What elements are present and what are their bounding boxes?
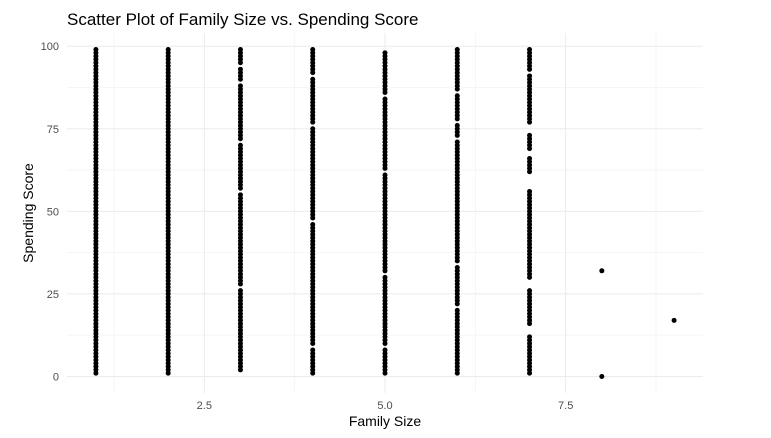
data-point xyxy=(671,317,677,323)
x-axis-title: Family Size xyxy=(349,413,422,429)
x-tick-label: 7.5 xyxy=(558,400,573,412)
y-tick-label: 25 xyxy=(47,289,59,301)
data-point xyxy=(310,76,316,82)
data-point xyxy=(237,142,243,148)
y-tick-label: 0 xyxy=(53,371,59,383)
y-tick-label: 50 xyxy=(47,206,59,218)
data-point xyxy=(310,347,316,353)
data-point xyxy=(237,192,243,198)
data-point xyxy=(599,373,605,379)
data-point xyxy=(454,139,460,145)
data-point xyxy=(454,122,460,128)
points-layer xyxy=(93,47,677,379)
data-point xyxy=(237,288,243,294)
data-point xyxy=(165,47,171,53)
data-point xyxy=(599,268,605,274)
data-point xyxy=(310,222,316,228)
data-point xyxy=(454,265,460,270)
chart-title: Scatter Plot of Family Size vs. Spending… xyxy=(67,10,419,29)
x-axis-ticks: 2.5 5.0 7.5 xyxy=(197,400,574,412)
data-point xyxy=(454,93,460,99)
data-point xyxy=(454,47,460,53)
data-point xyxy=(382,96,388,102)
y-tick-label: 75 xyxy=(47,124,59,136)
data-point xyxy=(93,47,99,53)
data-point xyxy=(237,83,243,89)
y-tick-label: 100 xyxy=(41,41,59,53)
data-point xyxy=(527,132,533,138)
data-point xyxy=(527,47,533,53)
y-axis-ticks: 0 25 50 75 100 xyxy=(41,41,59,383)
data-point xyxy=(527,288,533,294)
data-point xyxy=(454,307,460,313)
data-point xyxy=(310,126,316,132)
data-point xyxy=(527,156,533,161)
data-point xyxy=(527,73,533,79)
data-point xyxy=(237,47,243,53)
data-point xyxy=(382,347,388,353)
data-point xyxy=(382,274,388,280)
data-point xyxy=(237,66,243,72)
data-point xyxy=(382,50,388,56)
data-point xyxy=(527,334,533,340)
data-point xyxy=(527,189,533,195)
y-axis-title: Spending Score xyxy=(20,163,36,263)
data-point xyxy=(310,47,316,53)
x-tick-label: 2.5 xyxy=(197,400,212,412)
x-tick-label: 5.0 xyxy=(377,400,392,412)
data-point xyxy=(382,172,388,178)
